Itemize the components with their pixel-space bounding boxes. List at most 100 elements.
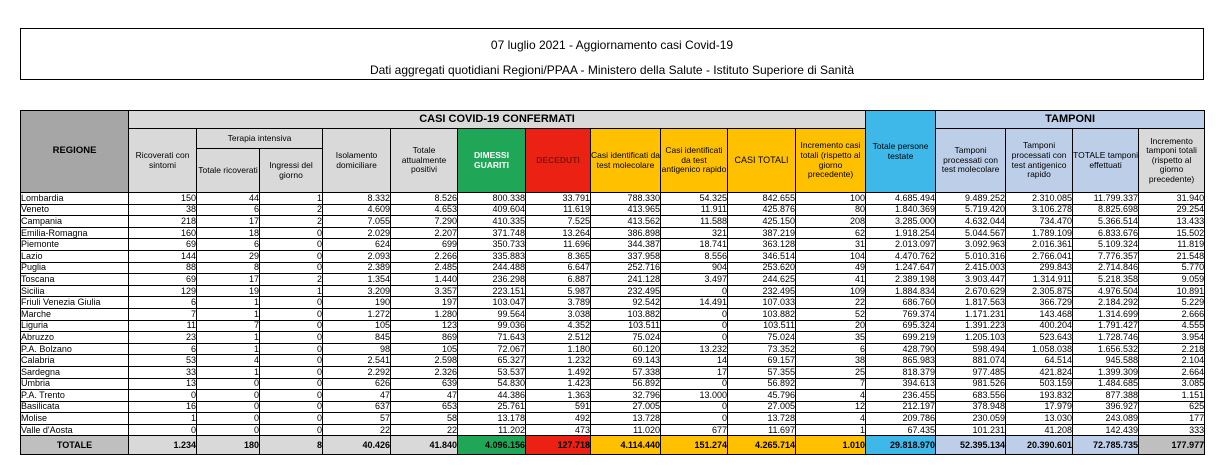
region-row: P.A. Trento 0 0 0 47 47 44.386 1.363 32.796 13.00… (20, 389, 1206, 402)
data-cell: 3.106.278 (1005, 203, 1074, 217)
data-cell: 53 (128, 354, 197, 367)
data-cell: 394.613 (865, 377, 937, 391)
data-cell: 197 (390, 296, 458, 309)
region-row: Lazio 144 29 0 2.093 2.266 335.883 8.365 337.958… (20, 249, 1206, 263)
data-cell: 11.202 (457, 423, 526, 437)
data-cell: 1.484.685 (1072, 377, 1140, 391)
data-cell: 8.332 (322, 192, 391, 205)
data-cell: 1.314.911 (1005, 273, 1074, 286)
data-cell: 2.512 (525, 331, 591, 344)
data-cell: 14 (660, 354, 728, 367)
data-cell: 7.290 (390, 215, 458, 228)
total-cell: 52.395.134 (935, 435, 1007, 456)
data-cell: 57.338 (590, 365, 661, 379)
data-cell: 4.685.494 (865, 192, 937, 205)
data-cell: 0 (259, 307, 323, 321)
data-cell: 1.280 (390, 307, 458, 321)
region-name-cell: Toscana (20, 273, 129, 286)
data-cell: 1 (794, 423, 867, 437)
data-cell: 8.825.698 (1072, 203, 1140, 217)
data-cell: 38 (128, 203, 197, 217)
data-cell: 5.770 (1138, 261, 1206, 275)
data-cell: 218 (128, 215, 197, 228)
data-cell: 0 (196, 400, 260, 414)
data-cell: 624 (322, 238, 391, 251)
data-cell: 99.564 (457, 307, 526, 321)
data-cell: 105 (390, 342, 458, 356)
data-cell: 11.911 (660, 203, 728, 217)
data-cell: 2.766.041 (1005, 249, 1074, 263)
region-name-cell: P.A. Trento (20, 389, 129, 402)
data-cell: 0 (259, 365, 323, 379)
data-cell: 409.604 (457, 203, 526, 217)
data-cell: 29 (196, 249, 260, 263)
region-row: Sardegna 33 1 0 2.292 2.326 53.537 1.492 57.338 1… (20, 365, 1206, 379)
data-cell: 253.620 (727, 261, 796, 275)
data-cell: 212.197 (865, 400, 937, 414)
data-cell: 321 (660, 226, 728, 240)
data-cell: 0 (660, 331, 728, 344)
data-cell: 2.598 (390, 354, 458, 367)
data-cell: 2.670.629 (935, 284, 1007, 298)
data-cell: 1.171.231 (935, 307, 1007, 321)
data-cell: 0 (259, 400, 323, 414)
data-cell: 1.232 (525, 354, 591, 367)
data-cell: 1 (196, 307, 260, 321)
data-cell: 49 (794, 261, 867, 275)
total-cell: 177.977 (1138, 435, 1206, 456)
column-header-ti-totale-ricoverati: Totale ricoverati (196, 148, 260, 193)
data-cell: 699.219 (865, 331, 937, 344)
data-cell: 144 (128, 249, 197, 263)
data-cell: 54.830 (457, 377, 526, 391)
data-cell: 2.326 (390, 365, 458, 379)
data-cell: 3.038 (525, 307, 591, 321)
data-cell: 0 (259, 412, 323, 425)
total-row: TOTALE 1.234 180 8 40.426 41.840 4.096.156 127… (20, 435, 1206, 456)
data-cell: 371.748 (457, 226, 526, 240)
data-cell: 230.059 (935, 412, 1007, 425)
data-cell: 653 (390, 400, 458, 414)
data-cell: 236.455 (865, 389, 937, 402)
data-cell: 0 (660, 307, 728, 321)
data-cell: 54.325 (660, 192, 728, 205)
data-cell: 223.151 (457, 284, 526, 298)
region-name-cell: Molise (20, 412, 129, 425)
data-cell: 13.264 (525, 226, 591, 240)
data-cell: 73.352 (727, 342, 796, 356)
data-cell: 977.485 (935, 365, 1007, 379)
data-cell: 877.388 (1072, 389, 1140, 402)
data-cell: 0 (128, 389, 197, 402)
data-cell: 99.036 (457, 319, 526, 333)
data-cell: 7 (196, 319, 260, 333)
data-cell: 29.254 (1138, 203, 1206, 217)
data-cell: 425.150 (727, 215, 796, 228)
data-cell: 492 (525, 412, 591, 425)
data-cell: 150 (128, 192, 197, 205)
data-cell: 387.219 (727, 226, 796, 240)
region-name-cell: Sicilia (20, 284, 129, 298)
total-cell: 4.265.714 (727, 435, 796, 456)
region-row: Molise 1 0 0 57 58 13.178 492 13.728 0 13.728 4 209.… (20, 412, 1206, 425)
data-cell: 67.435 (865, 423, 937, 437)
data-cell: 0 (259, 354, 323, 367)
data-cell: 1.205.103 (935, 331, 1007, 344)
data-cell: 241.128 (590, 273, 661, 286)
data-cell: 17 (196, 273, 260, 286)
region-name-cell: Lazio (20, 249, 129, 263)
data-cell: 598.494 (935, 342, 1007, 356)
total-cell: 20.390.601 (1005, 435, 1074, 456)
data-cell: 335.883 (457, 249, 526, 263)
region-name-cell: Abruzzo (20, 331, 129, 344)
data-cell: 2.389 (322, 261, 391, 275)
data-cell: 473 (525, 423, 591, 437)
data-cell: 0 (660, 319, 728, 333)
data-cell: 1.314.699 (1072, 307, 1140, 321)
data-cell: 22 (390, 423, 458, 437)
data-cell: 8.556 (660, 249, 728, 263)
data-cell: 33.791 (525, 192, 591, 205)
data-cell: 16 (128, 400, 197, 414)
data-cell: 232.495 (727, 284, 796, 298)
data-cell: 0 (259, 331, 323, 344)
data-cell: 0 (660, 377, 728, 391)
